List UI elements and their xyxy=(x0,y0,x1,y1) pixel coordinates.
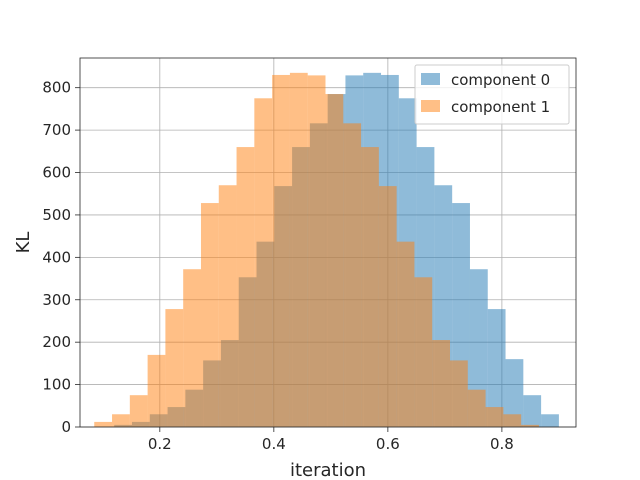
legend-swatch-component-1 xyxy=(421,100,440,112)
y-axis-label: KL xyxy=(13,232,34,254)
histogram-bar-component-1 xyxy=(521,424,539,427)
x-tick-label: 0.8 xyxy=(490,435,514,453)
histogram-bar-component-1 xyxy=(343,123,362,428)
y-tick-label: 500 xyxy=(42,206,71,224)
y-tick-label: 300 xyxy=(42,291,71,309)
histogram-bar-component-1 xyxy=(254,98,273,428)
histogram-bar-component-1 xyxy=(361,147,379,427)
y-tick-label: 800 xyxy=(42,79,71,97)
histogram-bar-component-1 xyxy=(165,309,184,427)
legend: component 0 component 1 xyxy=(414,64,570,125)
histogram-bar-component-1 xyxy=(272,74,290,427)
histogram-bar-component-0 xyxy=(541,414,559,427)
histogram-bar-component-1 xyxy=(200,203,219,427)
legend-label-component-0: component 0 xyxy=(451,71,550,89)
histogram-bar-component-1 xyxy=(414,277,433,427)
histogram-bar-component-1 xyxy=(396,241,415,427)
histogram-bar-component-1 xyxy=(289,72,308,428)
legend-label-component-1: component 1 xyxy=(451,98,550,116)
histogram-bar-component-1 xyxy=(129,395,148,427)
y-tick-label: 100 xyxy=(42,376,71,394)
legend-box xyxy=(414,64,570,125)
histogram-bar-component-1 xyxy=(325,94,344,427)
y-tick-label: 600 xyxy=(42,164,71,182)
x-tick-label: 0.2 xyxy=(148,435,172,453)
histogram-bar-component-1 xyxy=(307,75,326,428)
histogram-bar-component-1 xyxy=(236,147,255,427)
histogram-bar-component-1 xyxy=(432,340,451,427)
histogram-bar-component-0 xyxy=(487,309,506,427)
histogram-bar-component-1 xyxy=(147,354,166,427)
histogram-bar-component-0 xyxy=(523,395,542,427)
histogram-bar-component-0 xyxy=(469,269,488,427)
y-tick-label: 700 xyxy=(42,121,71,139)
y-tick-label: 0 xyxy=(61,418,71,436)
histogram-bar-component-1 xyxy=(503,414,522,427)
histogram-bar-component-0 xyxy=(505,359,524,427)
x-tick-label: 0.6 xyxy=(376,435,400,453)
histogram-bar-component-1 xyxy=(112,414,130,427)
histogram-bar-component-1 xyxy=(218,185,237,427)
histogram-bar-component-1 xyxy=(485,407,504,427)
histogram-bar-component-1 xyxy=(378,186,397,427)
histogram-bar-component-1 xyxy=(183,269,201,427)
histogram-bar-component-1 xyxy=(450,360,468,427)
histogram-bars xyxy=(94,72,559,428)
histogram-bar-component-1 xyxy=(94,421,113,427)
legend-swatch-component-0 xyxy=(421,73,440,85)
y-tick-label: 200 xyxy=(42,333,71,351)
plot-frame xyxy=(79,57,577,428)
y-axis-ticks: 0 100 200 300 400 500 600 700 800 xyxy=(42,79,80,436)
x-axis-label: iteration xyxy=(290,460,366,480)
x-tick-label: 0.4 xyxy=(262,435,286,453)
y-tick-label: 400 xyxy=(42,248,71,266)
x-axis-ticks: 0.2 0.4 0.6 0.8 xyxy=(148,427,514,453)
histogram-bar-component-1 xyxy=(467,389,486,427)
